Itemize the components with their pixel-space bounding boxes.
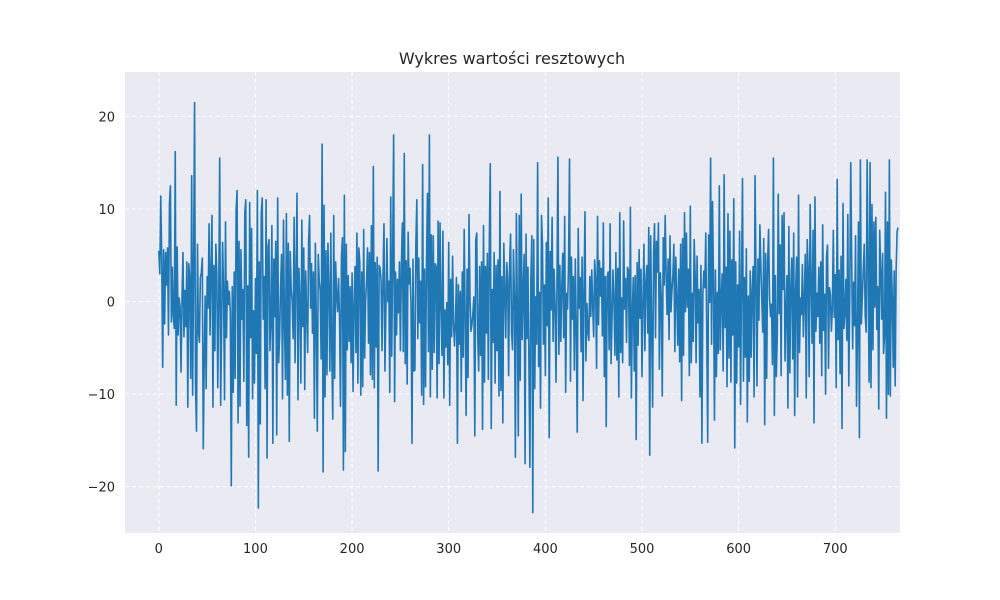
x-tick-label: 500 [630, 542, 655, 557]
chart-title: Wykres wartości resztowych [399, 49, 625, 68]
tick-layer: 0 100 200 300 400 500 600 700 −20 −10 0 10 20 [88, 110, 848, 557]
x-tick-label: 400 [533, 542, 558, 557]
y-tick-label: 0 [107, 296, 115, 311]
x-tick-label: 0 [155, 542, 163, 557]
x-tick-label: 600 [726, 542, 751, 557]
x-tick-label: 200 [340, 542, 365, 557]
y-tick-label: −20 [88, 481, 115, 496]
y-tick-label: 20 [98, 110, 115, 125]
y-tick-label: −10 [88, 388, 115, 403]
series-line-residuals [158, 101, 899, 514]
x-tick-label: 700 [823, 542, 848, 557]
x-tick-label: 100 [243, 542, 268, 557]
x-tick-label: 300 [436, 542, 461, 557]
series-layer [158, 101, 899, 514]
y-tick-label: 10 [98, 203, 115, 218]
